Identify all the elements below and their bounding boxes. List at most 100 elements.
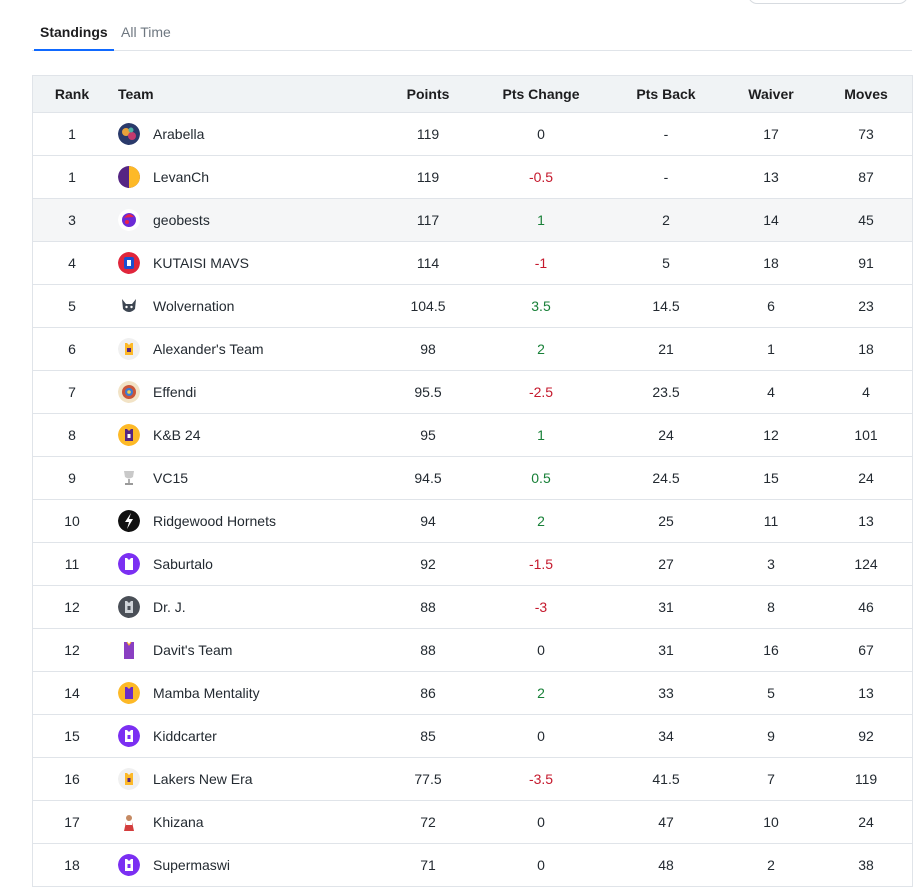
table-row[interactable]: 17 Khizana 72 0 47 10 24	[33, 801, 912, 844]
pts-change-cell: 1	[537, 427, 545, 443]
levanch-avatar-icon[interactable]	[118, 166, 140, 188]
mamba-mentality-avatar-icon[interactable]	[118, 682, 140, 704]
table-row[interactable]: 11 Saburtalo 92 -1.5 27 3 124	[33, 543, 912, 586]
pts-change-cell: -1	[534, 255, 548, 271]
team-name-link[interactable]: Supermaswi	[153, 857, 231, 873]
team-name-link[interactable]: Dr. J.	[153, 599, 186, 615]
lakers-new-era-avatar-icon[interactable]	[118, 768, 140, 790]
table-row[interactable]: 6 Alexander's Team 98 2 21 1 18	[33, 328, 912, 371]
team-cell: VC15	[118, 457, 418, 499]
column-header-team[interactable]: Team	[118, 86, 154, 102]
team-name-link[interactable]: Davit's Team	[153, 642, 233, 658]
table-row[interactable]: 10 Ridgewood Hornets 94 2 25 11 13	[33, 500, 912, 543]
moves-cell: 24	[858, 470, 874, 486]
tab-standings[interactable]: Standings	[34, 24, 114, 51]
pts-back-cell: -	[663, 169, 669, 185]
kutaisi-mavs-avatar-icon[interactable]	[118, 252, 140, 274]
team-name-link[interactable]: VC15	[153, 470, 189, 486]
points-cell: 117	[416, 212, 440, 228]
pts-back-cell: 31	[658, 642, 674, 658]
supermaswi-avatar-icon[interactable]	[118, 854, 140, 876]
pts-change-cell: -3	[534, 599, 548, 615]
team-name-link[interactable]: Kiddcarter	[153, 728, 217, 744]
dr-j-avatar-icon[interactable]	[118, 596, 140, 618]
wolvernation-avatar-icon[interactable]	[118, 295, 140, 317]
table-row[interactable]: 12 Davit's Team 88 0 31 16 67	[33, 629, 912, 672]
column-header-pts-back[interactable]: Pts Back	[636, 86, 696, 102]
table-row[interactable]: 15 Kiddcarter 85 0 34 9 92	[33, 715, 912, 758]
pts-change-cell: 3.5	[531, 298, 551, 314]
team-name-link[interactable]: KUTAISI MAVS	[153, 255, 249, 271]
pts-back-cell: 27	[658, 556, 674, 572]
points-cell: 95.5	[414, 384, 442, 400]
moves-cell: 91	[858, 255, 874, 271]
table-row[interactable]: 1 LevanCh 119 -0.5 - 13 87	[33, 156, 912, 199]
rank-cell: 18	[64, 857, 80, 873]
team-name-link[interactable]: Lakers New Era	[153, 771, 253, 787]
table-row[interactable]: 14 Mamba Mentality 86 2 33 5 13	[33, 672, 912, 715]
khizana-avatar-icon[interactable]	[118, 811, 140, 833]
table-row[interactable]: 7 Effendi 95.5 -2.5 23.5 4 4	[33, 371, 912, 414]
team-name-link[interactable]: LevanCh	[153, 169, 210, 185]
rank-cell: 12	[64, 599, 80, 615]
team-name-link[interactable]: Khizana	[153, 814, 204, 830]
table-row[interactable]: 8 K&B 24 95 1 24 12 101	[33, 414, 912, 457]
pts-back-cell: 24.5	[652, 470, 680, 486]
effendi-avatar-icon[interactable]	[118, 381, 140, 403]
team-name-link[interactable]: Alexander's Team	[153, 341, 264, 357]
points-cell: 85	[420, 728, 436, 744]
tab-all-time[interactable]: All Time	[121, 24, 171, 40]
moves-cell: 18	[858, 341, 874, 357]
geobests-avatar-icon[interactable]	[118, 209, 140, 231]
vc15-trophy-icon[interactable]	[118, 467, 140, 489]
column-header-rank[interactable]: Rank	[54, 86, 90, 102]
kiddcarter-avatar-icon[interactable]	[118, 725, 140, 747]
table-row[interactable]: 18 Supermaswi 71 0 48 2 38	[33, 844, 912, 887]
column-header-points[interactable]: Points	[406, 86, 450, 102]
rank-cell: 17	[64, 814, 80, 830]
arabella-avatar-icon[interactable]	[118, 123, 140, 145]
moves-cell: 73	[858, 126, 874, 142]
team-name-link[interactable]: Saburtalo	[153, 556, 213, 572]
pts-change-cell: 2	[537, 685, 545, 701]
team-name-link[interactable]: Arabella	[153, 126, 205, 142]
column-header-moves[interactable]: Moves	[844, 86, 888, 102]
waiver-cell: 6	[767, 298, 775, 314]
moves-cell: 4	[862, 384, 870, 400]
table-row[interactable]: 9 VC15 94.5 0.5 24.5 15 24	[33, 457, 912, 500]
table-row[interactable]: 12 Dr. J. 88 -3 31 8 46	[33, 586, 912, 629]
team-name-link[interactable]: geobests	[153, 212, 210, 228]
points-cell: 119	[416, 126, 440, 142]
team-name-link[interactable]: Ridgewood Hornets	[153, 513, 276, 529]
column-header-pts-change[interactable]: Pts Change	[502, 86, 580, 102]
table-row[interactable]: 3 geobests 117 1 2 14 45	[33, 199, 912, 242]
points-cell: 94.5	[414, 470, 442, 486]
column-header-waiver[interactable]: Waiver	[748, 86, 794, 102]
team-name-link[interactable]: Effendi	[153, 384, 197, 400]
top-right-control[interactable]	[748, 0, 908, 4]
table-row[interactable]: 5 Wolvernation 104.5 3.5 14.5 6 23	[33, 285, 912, 328]
team-cell: Wolvernation	[118, 285, 418, 327]
team-name-link[interactable]: K&B 24	[153, 427, 201, 443]
waiver-cell: 5	[767, 685, 775, 701]
pts-change-cell: -0.5	[528, 169, 554, 185]
saburtalo-avatar-icon[interactable]	[118, 553, 140, 575]
pts-change-cell: 1	[537, 212, 545, 228]
moves-cell: 87	[858, 169, 874, 185]
kb24-avatar-icon[interactable]	[118, 424, 140, 446]
team-name-link[interactable]: Mamba Mentality	[153, 685, 260, 701]
team-cell: Kiddcarter	[118, 715, 418, 757]
team-name-link[interactable]: Wolvernation	[153, 298, 235, 314]
table-row[interactable]: 16 Lakers New Era 77.5 -3.5 41.5 7 119	[33, 758, 912, 801]
table-body: 1 Arabella 119 0 - 17 73 1 LevanCh 119 -…	[33, 113, 912, 887]
waiver-cell: 1	[767, 341, 775, 357]
team-cell: KUTAISI MAVS	[118, 242, 418, 284]
moves-cell: 13	[858, 685, 874, 701]
moves-cell: 101	[854, 427, 878, 443]
davits-team-jersey-icon[interactable]	[118, 639, 140, 661]
points-cell: 71	[420, 857, 436, 873]
table-row[interactable]: 4 KUTAISI MAVS 114 -1 5 18 91	[33, 242, 912, 285]
ridgewood-hornets-avatar-icon[interactable]	[118, 510, 140, 532]
table-row[interactable]: 1 Arabella 119 0 - 17 73	[33, 113, 912, 156]
alexanders-team-avatar-icon[interactable]	[118, 338, 140, 360]
